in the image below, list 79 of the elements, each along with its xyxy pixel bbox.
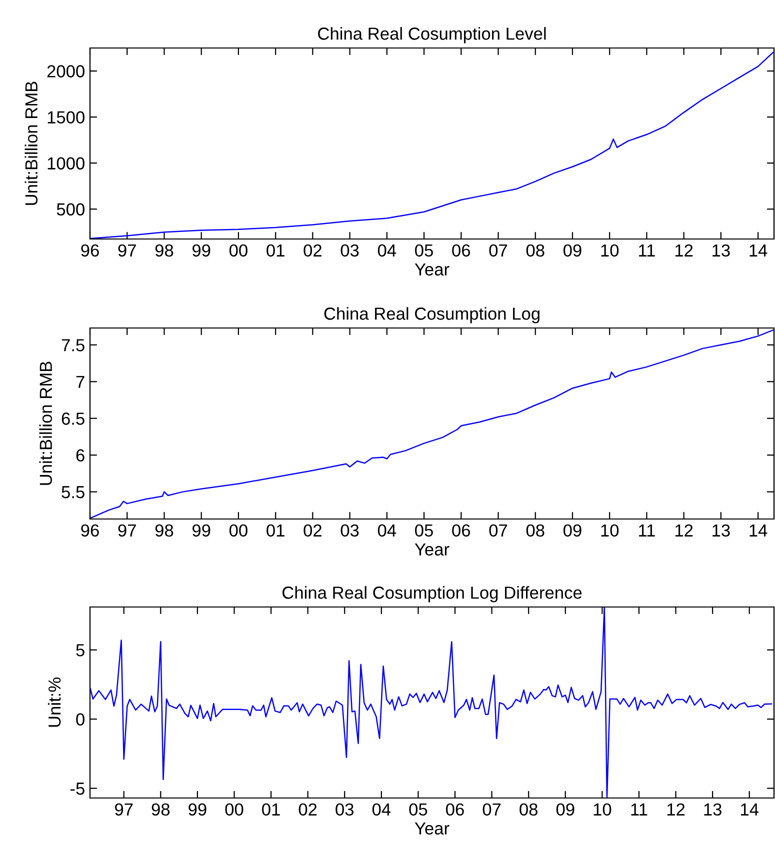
x-tick-label: 14 — [750, 524, 768, 536]
y-axis-title: Unit:Billion RMB — [24, 82, 38, 205]
x-tick-label: 01 — [266, 244, 284, 257]
x-tick-label: 04 — [378, 524, 396, 537]
chart-title: China Real Cosumption Log Difference — [282, 586, 582, 602]
line-series — [90, 330, 774, 519]
x-axis-title: Year — [414, 822, 450, 835]
x-tick-label: 12 — [675, 524, 693, 536]
x-tick-label: 98 — [155, 524, 174, 537]
x-tick-label: 14 — [750, 244, 768, 256]
x-tick-label: 07 — [482, 803, 501, 816]
x-tick-label: 11 — [631, 804, 648, 816]
y-tick-label: 6 — [76, 449, 84, 462]
x-tick-label: 01 — [262, 803, 280, 816]
x-tick-label: 05 — [409, 803, 428, 816]
x-tick-label: 02 — [304, 244, 322, 257]
y-tick-label: 1000 — [48, 157, 84, 170]
x-tick-label: 11 — [639, 524, 655, 536]
x-tick-label: 97 — [115, 803, 133, 816]
x-tick-label: 97 — [118, 524, 136, 537]
y-tick-label: 5 — [76, 644, 84, 656]
y-tick-label: 0 — [76, 713, 84, 726]
x-tick-label: 99 — [192, 524, 210, 537]
x-tick-label: 13 — [712, 244, 730, 257]
chart-title: China Real Cosumption Level — [318, 27, 546, 44]
x-tick-label: 12 — [667, 803, 685, 816]
x-tick-label: 13 — [712, 524, 730, 537]
x-tick-label: 10 — [594, 803, 612, 816]
x-tick-label: 08 — [526, 524, 544, 537]
y-axis-title: Unit:% — [48, 678, 61, 727]
x-tick-label: 98 — [155, 244, 174, 257]
y-tick-label: 7 — [76, 376, 84, 388]
x-tick-label: 96 — [81, 524, 99, 537]
x-tick-label: 99 — [192, 244, 210, 257]
x-tick-label: 07 — [489, 244, 508, 257]
x-tick-label: 97 — [118, 244, 136, 257]
x-tick-label: 13 — [704, 803, 722, 816]
x-tick-label: 10 — [601, 244, 619, 257]
y-tick-label: 500 — [56, 203, 84, 216]
x-tick-label: 10 — [601, 524, 619, 537]
x-axis-title: Year — [414, 543, 450, 556]
y-tick-label: 2000 — [47, 65, 84, 78]
y-tick-label: 5.5 — [62, 486, 84, 498]
x-tick-label: 99 — [188, 803, 206, 816]
x-tick-label: 05 — [415, 244, 433, 257]
x-tick-label: 04 — [372, 803, 391, 816]
x-tick-label: 05 — [415, 524, 433, 537]
x-tick-label: 11 — [639, 244, 655, 256]
x-tick-label: 06 — [446, 803, 464, 816]
y-tick-label: -5 — [70, 782, 84, 795]
y-axis-title: Unit:Billion RMB — [39, 362, 52, 485]
x-tick-label: 96 — [81, 244, 99, 257]
x-tick-label: 12 — [675, 244, 693, 256]
x-tick-label: 08 — [520, 803, 538, 816]
y-tick-label: 7.5 — [62, 339, 84, 352]
x-tick-label: 07 — [489, 524, 508, 537]
x-tick-label: 03 — [340, 244, 359, 257]
x-tick-label: 09 — [556, 803, 574, 816]
x-tick-label: 02 — [298, 803, 317, 816]
x-tick-label: 08 — [526, 244, 544, 257]
x-tick-label: 06 — [452, 524, 470, 537]
x-tick-label: 06 — [452, 244, 470, 257]
x-tick-label: 98 — [152, 803, 170, 816]
x-tick-label: 00 — [229, 244, 248, 257]
y-tick-label: 6.5 — [62, 412, 84, 425]
x-tick-label: 01 — [266, 524, 284, 537]
x-tick-label: 03 — [336, 803, 354, 816]
line-series — [90, 607, 772, 798]
x-tick-label: 09 — [564, 524, 582, 537]
x-tick-label: 03 — [340, 524, 359, 537]
x-tick-label: 09 — [564, 244, 582, 257]
x-tick-label: 04 — [378, 244, 396, 257]
x-tick-label: 00 — [225, 803, 244, 816]
y-tick-label: 1500 — [48, 111, 84, 124]
chart-title: China Real Cosumption Log — [324, 307, 540, 324]
x-axis-title: Year — [414, 263, 450, 276]
x-tick-label: 14 — [741, 804, 758, 816]
x-tick-label: 00 — [229, 524, 248, 537]
x-tick-label: 02 — [304, 524, 322, 537]
